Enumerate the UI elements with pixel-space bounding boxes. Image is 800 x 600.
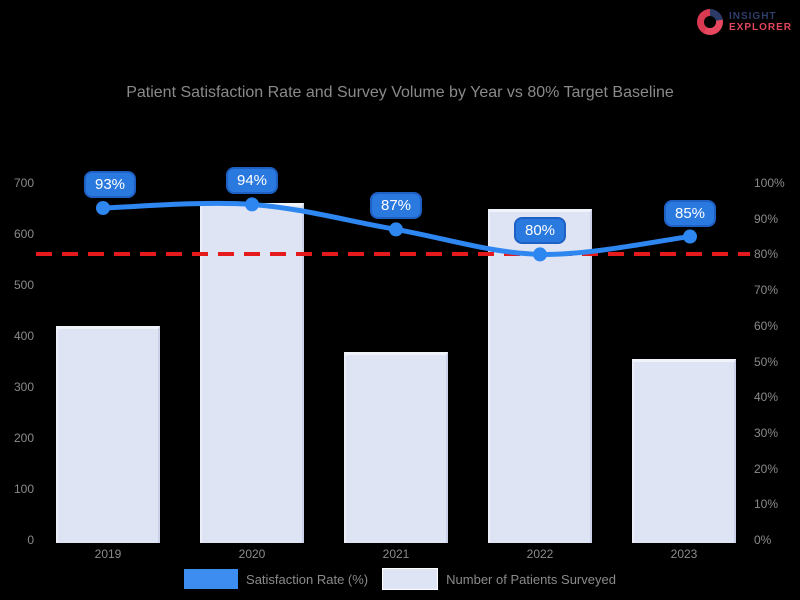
bar-2021	[344, 351, 448, 543]
donut-logo-icon	[696, 9, 723, 35]
legend-item-rate[interactable]: Satisfaction Rate (%)	[184, 569, 368, 589]
point-value-badge: 80%	[513, 217, 567, 245]
y-axis-left-tick: 700	[13, 176, 34, 190]
legend-swatch-volume	[382, 568, 439, 590]
y-axis-right-tick: 10%	[754, 497, 779, 512]
x-axis-label: 2020	[238, 547, 266, 561]
brand-logo: INSIGHT EXPLORER	[696, 9, 792, 35]
legend-item-volume[interactable]: Number of Patients Surveyed	[382, 568, 616, 590]
y-axis-right-tick: 50%	[754, 354, 779, 369]
x-axis-label: 2022	[526, 547, 554, 561]
point-value-badge: 93%	[83, 170, 137, 198]
chart-title: Patient Satisfaction Rate and Survey Vol…	[126, 84, 674, 101]
x-axis-label: 2023	[670, 547, 698, 561]
y-axis-right-tick: 60%	[754, 318, 779, 333]
bar-2022	[488, 208, 592, 543]
point-value-badge: 94%	[225, 167, 279, 195]
y-axis-right-tick: 70%	[754, 283, 779, 298]
brand-word-bottom: EXPLORER	[728, 22, 792, 33]
y-axis-left-tick: 600	[13, 227, 34, 241]
y-axis-left-tick: 300	[13, 380, 34, 394]
point-value-badge: 87%	[369, 192, 423, 220]
y-axis-right-tick: 80%	[754, 247, 779, 262]
legend-swatch-rate	[184, 569, 239, 589]
legend: Satisfaction Rate (%) Number of Patients…	[0, 568, 800, 590]
brand-logo-text: INSIGHT EXPLORER	[729, 11, 792, 33]
target-threshold-line	[36, 252, 750, 257]
x-axis-label: 2019	[94, 547, 122, 561]
y-axis-right-tick: 20%	[754, 461, 779, 476]
bar-2023	[632, 359, 736, 543]
legend-label-rate: Satisfaction Rate (%)	[246, 571, 369, 587]
y-axis-right-tick: 40%	[754, 390, 779, 405]
bar-2020	[200, 203, 304, 543]
y-axis-right-tick: 0%	[754, 533, 772, 547]
brand-word-top: INSIGHT	[728, 11, 777, 22]
legend-label-volume: Number of Patients Surveyed	[446, 571, 616, 587]
y-axis-right-tick: 90%	[754, 211, 779, 226]
y-axis-left-tick: 500	[13, 278, 34, 292]
y-axis-right-tick: 100%	[754, 176, 785, 190]
x-axis-label: 2021	[382, 547, 410, 561]
y-axis-left-tick: 100	[13, 482, 34, 496]
y-axis-left-tick: 0	[27, 533, 34, 547]
y-axis-left-tick: 400	[13, 329, 34, 343]
y-axis-right-tick: 30%	[754, 425, 779, 440]
point-value-badge: 85%	[663, 199, 717, 227]
y-axis-left-tick: 200	[13, 431, 34, 445]
bar-2019	[56, 326, 160, 543]
